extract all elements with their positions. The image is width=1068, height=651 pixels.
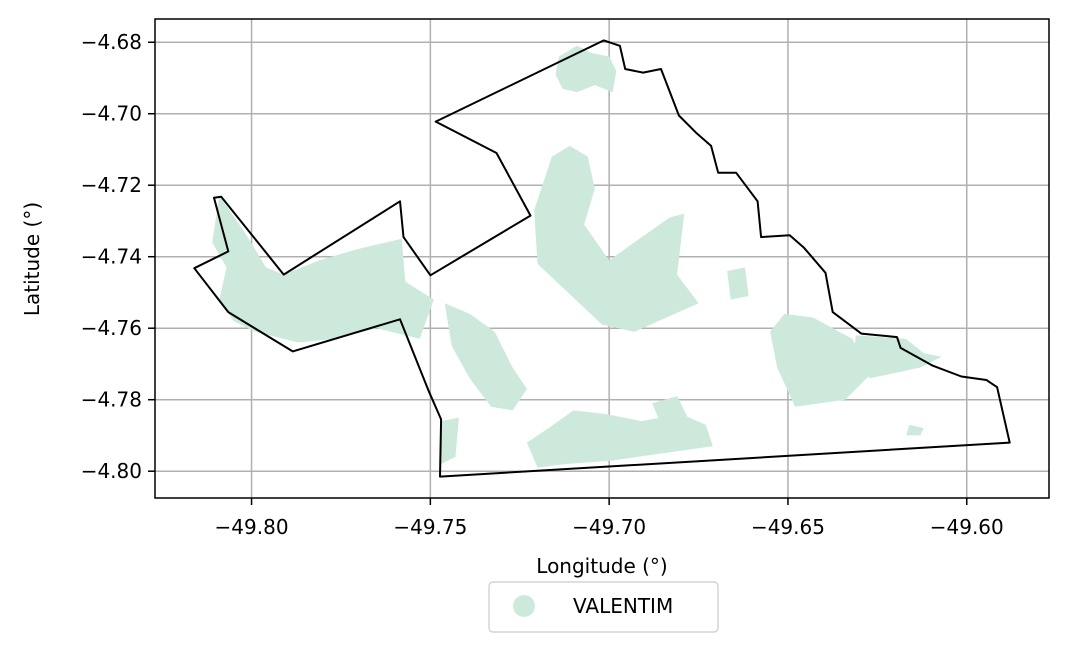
boundary-outline	[193, 39, 1011, 478]
legend-frame	[488, 581, 719, 633]
x-axis-title: Longitude (°)	[536, 554, 667, 578]
y-tick-label: −4.70	[81, 102, 142, 126]
y-tick-label: −4.76	[81, 316, 142, 340]
valentim-patch	[852, 335, 942, 379]
legend: VALENTIM	[488, 581, 719, 633]
x-tick-label: −49.80	[215, 515, 289, 539]
x-tick-label: −49.60	[930, 515, 1004, 539]
municipality-boundary	[193, 39, 1011, 478]
valentim-patch	[727, 267, 749, 300]
valentim-patch	[444, 303, 527, 411]
plot-frame	[154, 18, 1050, 499]
valentim-patch	[906, 424, 924, 436]
legend-label-valentim: VALENTIM	[573, 594, 673, 618]
valentim-patch	[534, 145, 699, 332]
x-axis-ticks: −49.80 −49.75 −49.70 −49.65 −49.60	[215, 498, 1004, 539]
y-tick-label: −4.68	[81, 30, 142, 54]
y-axis-ticks: −4.68 −4.70 −4.72 −4.74 −4.76 −4.78 −4.80	[81, 30, 155, 483]
valentim-patch	[652, 396, 688, 429]
legend-marker	[513, 595, 535, 617]
valentim-patch	[441, 417, 459, 464]
y-tick-label: −4.78	[81, 388, 142, 412]
y-tick-label: −4.80	[81, 459, 142, 483]
x-tick-label: −49.75	[393, 515, 467, 539]
x-tick-label: −49.70	[572, 515, 646, 539]
valentim-patch	[212, 195, 434, 343]
x-tick-label: −49.65	[751, 515, 825, 539]
y-axis-title: Latitude (°)	[20, 202, 44, 316]
y-tick-label: −4.74	[81, 245, 142, 269]
valentim-patch	[770, 313, 881, 407]
y-tick-label: −4.72	[81, 173, 142, 197]
